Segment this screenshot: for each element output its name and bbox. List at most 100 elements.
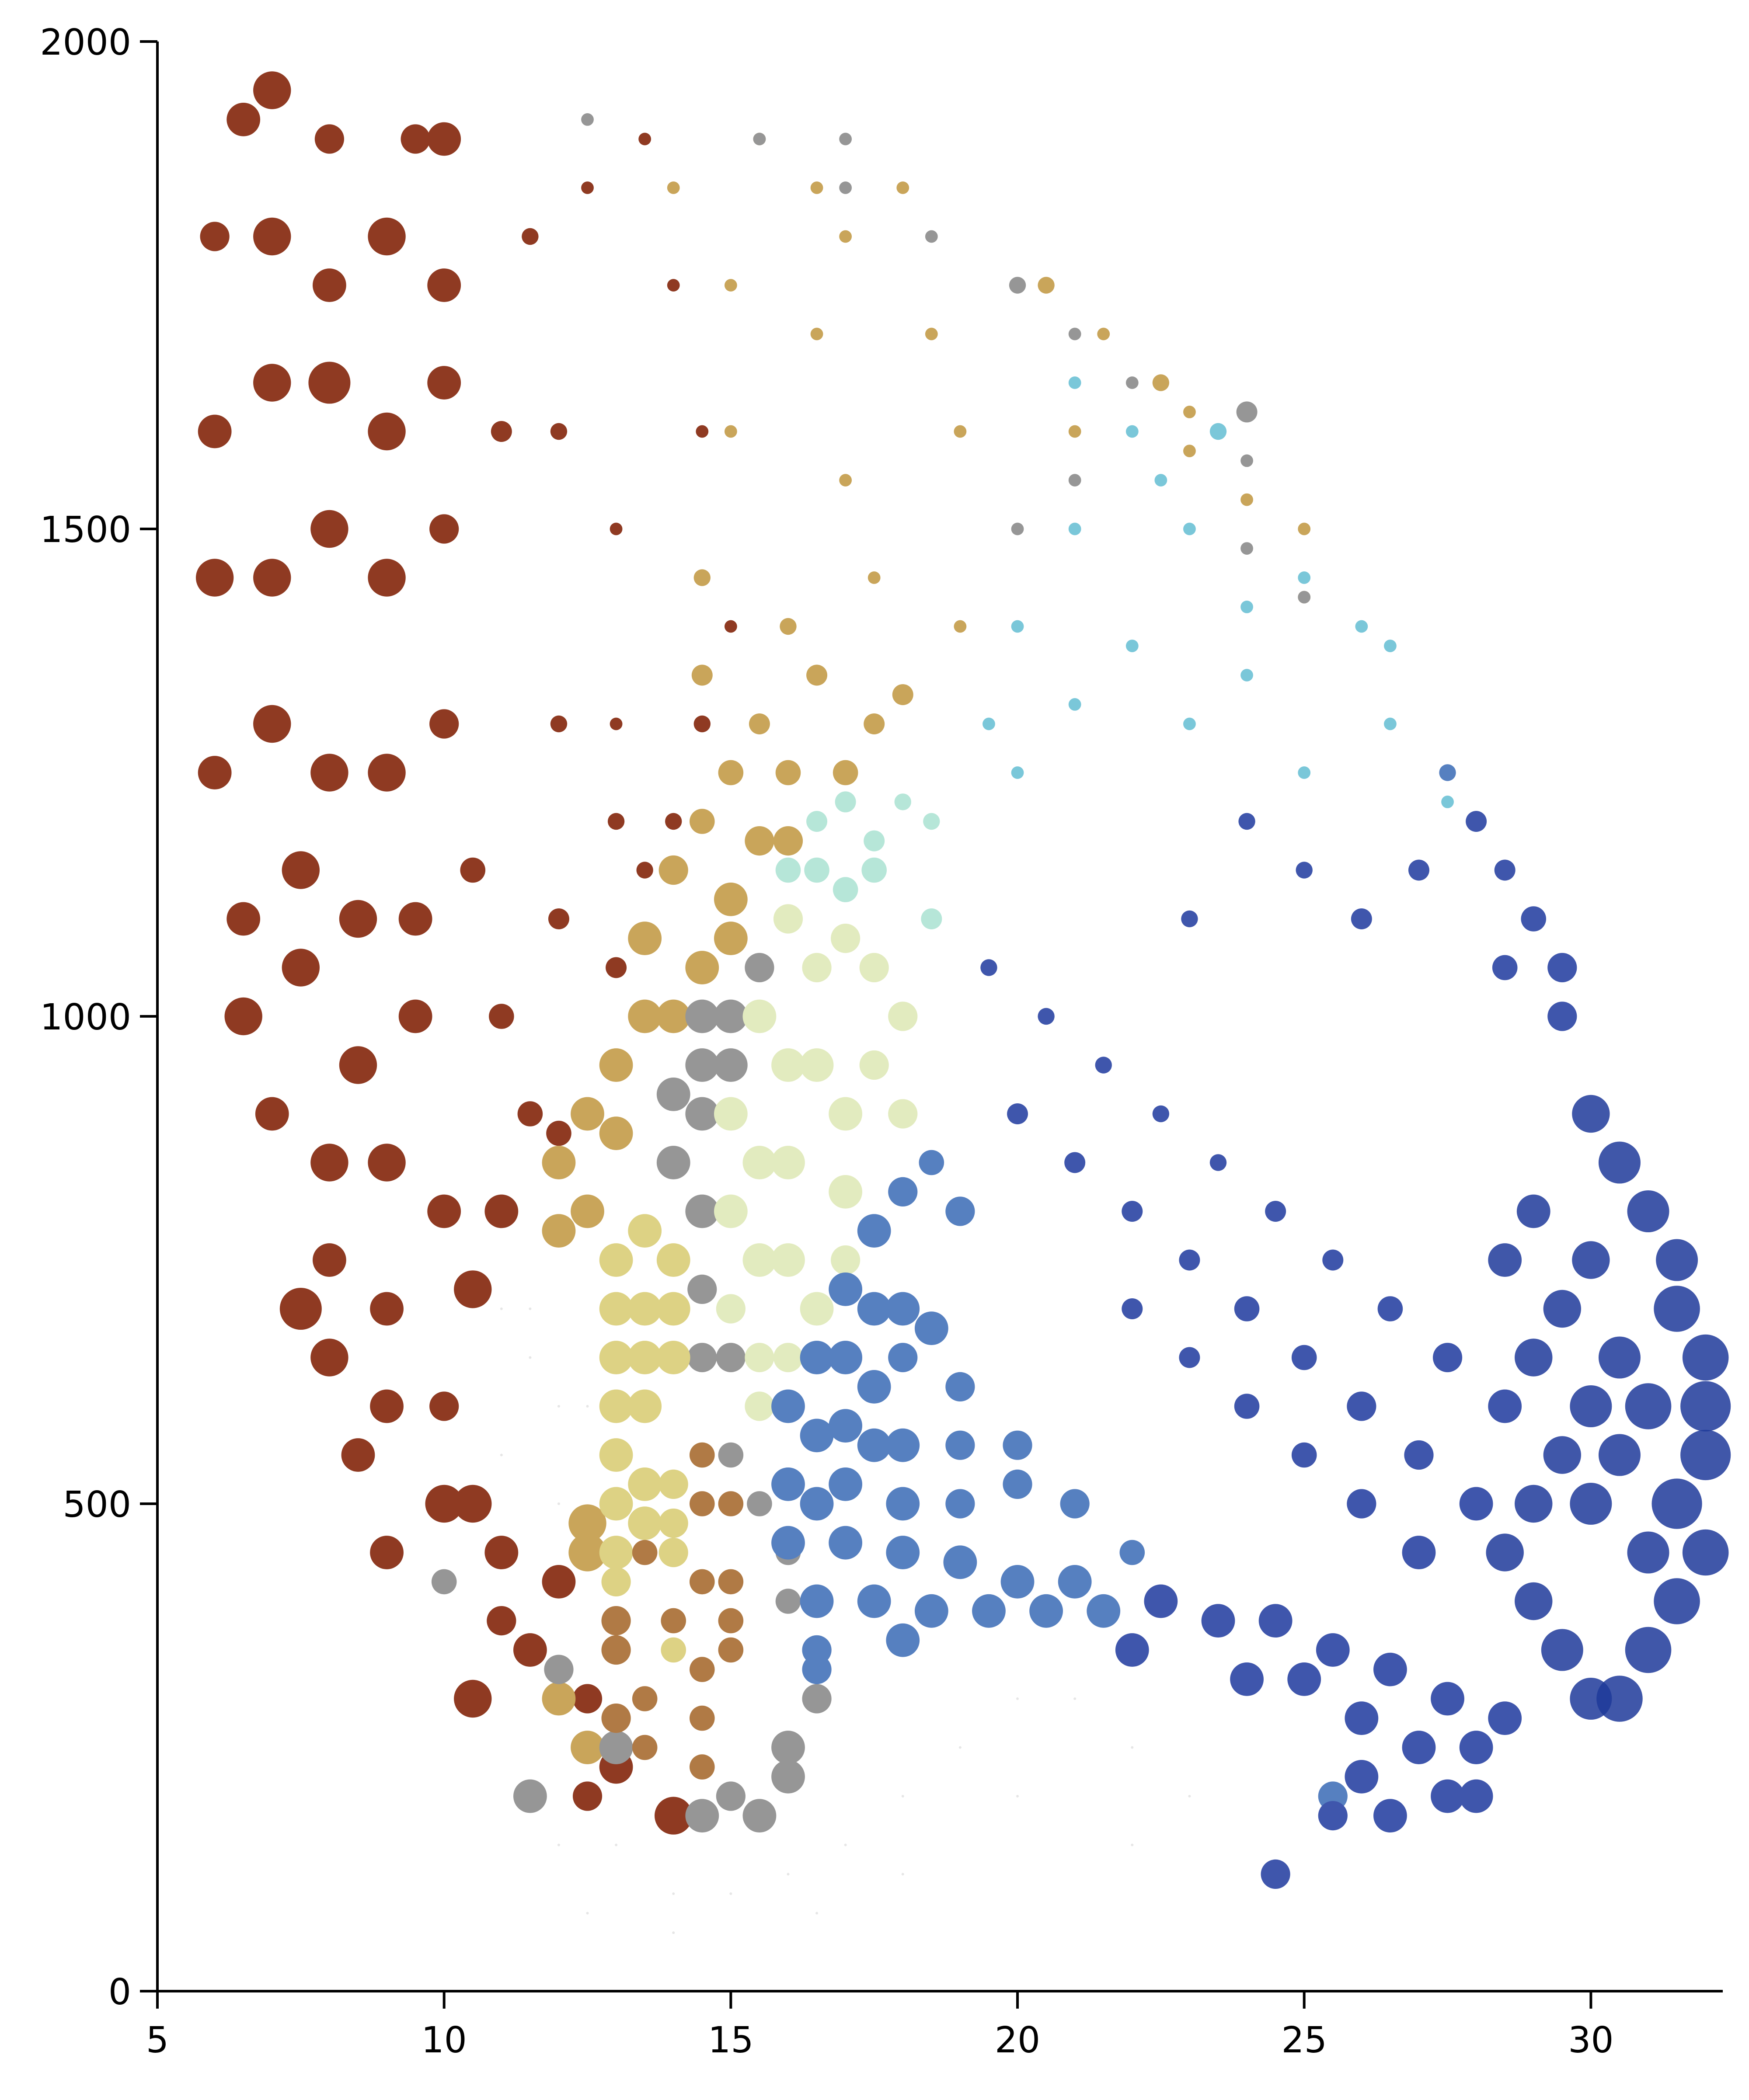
point-rust-50 <box>454 1485 492 1523</box>
point-brown-12 <box>632 1686 658 1711</box>
point-empty-17 <box>1131 1746 1134 1749</box>
point-brown-13 <box>689 1705 715 1731</box>
point-cream-21 <box>745 1342 774 1373</box>
point-gray-1 <box>753 132 766 146</box>
point-steel-24 <box>945 1489 975 1519</box>
point-tan-27 <box>864 713 885 734</box>
point-deep-8 <box>1651 1478 1702 1529</box>
point-navy-9 <box>1488 1389 1522 1423</box>
point-navy-8 <box>1432 1342 1463 1373</box>
point-tan-44 <box>599 1116 633 1151</box>
point-gray-36 <box>685 1799 719 1832</box>
point-tan-0 <box>667 181 680 194</box>
point-navy-37 <box>1459 1731 1493 1764</box>
point-deep-15 <box>1515 1582 1553 1620</box>
point-navy-14 <box>1234 1296 1260 1321</box>
point-steel-5 <box>857 1292 891 1326</box>
point-rust-63 <box>550 715 568 733</box>
point-khaki-18 <box>658 1537 688 1568</box>
point-navy-12 <box>1122 1201 1143 1222</box>
point-deep-20 <box>1598 1336 1641 1379</box>
point-rust-19 <box>429 514 459 544</box>
point-rust-54 <box>572 1684 603 1714</box>
point-rust-14 <box>427 366 461 400</box>
point-gray-23 <box>687 1274 717 1304</box>
point-tan-51 <box>571 1731 604 1764</box>
point-tan-13 <box>1298 522 1311 535</box>
point-mint-6 <box>804 857 829 883</box>
point-cream-8 <box>829 1097 863 1131</box>
point-cyan-4 <box>1068 522 1081 535</box>
point-empty-5 <box>586 1405 589 1408</box>
point-rust-56 <box>572 1781 603 1811</box>
point-brown-4 <box>689 1569 715 1595</box>
point-navy-36 <box>1402 1731 1436 1764</box>
point-steel-28 <box>771 1526 805 1560</box>
point-navy-24 <box>1402 1536 1436 1569</box>
point-brown-7 <box>661 1608 686 1634</box>
point-deep-11 <box>1625 1627 1672 1673</box>
point-gray-34 <box>742 1799 777 1832</box>
point-navy-30 <box>1431 1682 1464 1716</box>
point-deep-14 <box>1541 1629 1583 1671</box>
point-rust-62 <box>610 522 623 535</box>
point-empty-21 <box>1131 1843 1134 1846</box>
y-tick-label-3: 1500 <box>40 509 131 551</box>
point-brown-10 <box>689 1657 715 1682</box>
point-rust-77 <box>665 813 682 830</box>
point-mint-8 <box>861 857 887 883</box>
point-cyan-14 <box>983 717 995 730</box>
point-gray-2 <box>839 132 852 146</box>
axes: 5 10 15 20 25 30 0 500 1000 1500 2000 <box>40 22 1723 2061</box>
x-tick-label-3: 20 <box>995 2020 1040 2061</box>
point-cyan-9 <box>1384 640 1397 652</box>
point-khaki-13 <box>658 1469 688 1499</box>
point-rust-33 <box>398 999 432 1033</box>
point-empty-9 <box>672 1892 675 1895</box>
point-khaki-12 <box>628 1467 662 1501</box>
point-navy-2 <box>1095 1057 1112 1074</box>
point-gray-33 <box>771 1760 805 1794</box>
point-tan-25 <box>749 713 770 734</box>
point-navy-28 <box>1316 1633 1350 1667</box>
point-rust-43 <box>279 1288 322 1330</box>
point-deep-13 <box>1570 1678 1612 1720</box>
point-steel-31 <box>943 1545 977 1579</box>
point-cyan-1 <box>1125 425 1139 438</box>
point-tan-11 <box>1183 406 1196 418</box>
point-tan-4 <box>839 230 852 243</box>
point-navy-22 <box>1291 1442 1317 1468</box>
point-deep-28 <box>1488 1243 1522 1277</box>
point-steel-2 <box>888 1177 918 1206</box>
point-steel-4 <box>829 1273 863 1306</box>
point-navy-51 <box>1351 908 1372 929</box>
point-cream-18 <box>800 1292 834 1326</box>
point-cyan-16 <box>1183 717 1196 730</box>
point-rust-60 <box>491 421 512 442</box>
point-deep-29 <box>1516 1194 1550 1228</box>
point-tan-46 <box>571 1194 604 1228</box>
point-tan-35 <box>658 855 688 885</box>
point-tan-22 <box>868 571 881 584</box>
point-tan-34 <box>773 826 803 856</box>
point-rust-38 <box>427 1194 461 1228</box>
point-navy-0 <box>980 959 997 976</box>
point-rust-27 <box>339 900 377 938</box>
point-empty-22 <box>586 1912 589 1915</box>
point-steel-38 <box>1029 1594 1063 1628</box>
point-deep-2 <box>1627 1190 1669 1232</box>
point-rust-10 <box>198 414 232 449</box>
point-cream-20 <box>716 1294 746 1324</box>
point-rust-6 <box>253 217 291 256</box>
point-gray-38 <box>544 1655 574 1684</box>
point-khaki-15 <box>628 1506 662 1540</box>
point-cream-19 <box>831 1245 861 1275</box>
point-deep-24 <box>1627 1531 1669 1574</box>
point-tan-9 <box>1097 327 1110 341</box>
point-gray-3 <box>839 181 852 194</box>
y-tick-label-4: 2000 <box>40 22 131 63</box>
point-tan-42 <box>599 1048 633 1082</box>
point-cyan-11 <box>1125 640 1139 652</box>
point-navy-39 <box>1431 1779 1464 1813</box>
point-tan-48 <box>568 1504 606 1542</box>
